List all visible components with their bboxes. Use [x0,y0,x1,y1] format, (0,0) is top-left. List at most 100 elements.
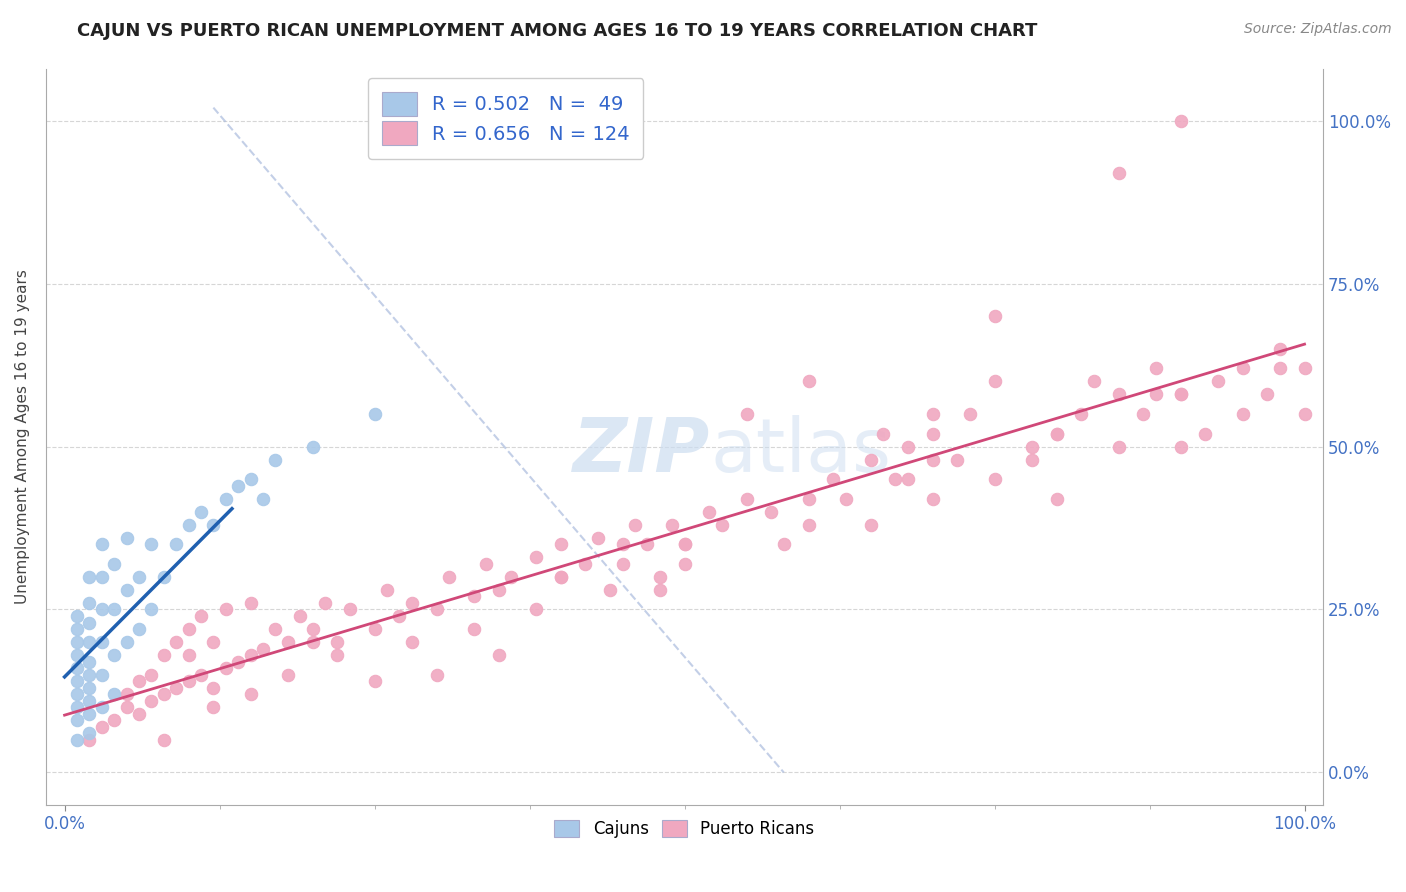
Point [859,452,882,467]
Point [314,596,336,610]
Point [1170,387,1192,401]
Point [103,557,125,571]
Point [673,557,696,571]
Point [66,635,89,649]
Point [79,655,101,669]
Point [66,700,89,714]
Point [141,537,163,551]
Point [1132,407,1154,421]
Point [66,622,89,636]
Point [1294,407,1316,421]
Point [1108,166,1130,180]
Point [1045,491,1067,506]
Point [1170,113,1192,128]
Point [128,706,150,721]
Point [141,694,163,708]
Point [612,537,634,551]
Point [115,687,138,701]
Point [586,531,609,545]
Point [983,472,1005,486]
Point [90,700,112,714]
Point [66,674,89,689]
Point [252,491,274,506]
Point [115,635,138,649]
Point [772,537,794,551]
Point [437,570,460,584]
Point [152,732,174,747]
Point [115,582,138,597]
Point [488,648,510,662]
Point [425,667,447,681]
Point [177,517,200,532]
Point [897,440,920,454]
Point [79,681,101,695]
Point [301,635,323,649]
Text: CAJUN VS PUERTO RICAN UNEMPLOYMENT AMONG AGES 16 TO 19 YEARS CORRELATION CHART: CAJUN VS PUERTO RICAN UNEMPLOYMENT AMONG… [77,22,1038,40]
Point [79,570,101,584]
Point [202,635,225,649]
Point [884,472,907,486]
Point [239,648,262,662]
Point [226,478,249,492]
Text: ZIP: ZIP [572,415,710,488]
Point [636,537,658,551]
Point [921,452,943,467]
Point [463,590,485,604]
Point [277,667,299,681]
Point [1206,375,1229,389]
Point [190,609,212,624]
Point [103,687,125,701]
Point [983,375,1005,389]
Point [375,582,398,597]
Point [301,440,323,454]
Point [239,472,262,486]
Point [1232,361,1254,376]
Point [1144,387,1167,401]
Point [363,622,385,636]
Point [339,602,361,616]
Point [761,505,783,519]
Point [1232,407,1254,421]
Point [524,550,547,565]
Point [401,596,423,610]
Point [1045,426,1067,441]
Point [277,635,299,649]
Point [115,700,138,714]
Point [79,694,101,708]
Point [624,517,647,532]
Point [66,687,89,701]
Point [90,537,112,551]
Point [524,602,547,616]
Point [872,426,894,441]
Point [177,622,200,636]
Point [79,706,101,721]
Point [202,700,225,714]
Text: atlas: atlas [710,415,891,488]
Point [128,570,150,584]
Point [797,375,820,389]
Point [488,582,510,597]
Point [239,596,262,610]
Point [475,557,498,571]
Point [152,687,174,701]
Point [226,655,249,669]
Point [1045,426,1067,441]
Point [673,537,696,551]
Point [141,602,163,616]
Point [363,407,385,421]
Point [79,615,101,630]
Point [79,667,101,681]
Point [1021,452,1043,467]
Point [1083,375,1105,389]
Point [90,635,112,649]
Point [946,452,969,467]
Point [612,557,634,571]
Point [823,472,845,486]
Point [79,596,101,610]
Point [190,505,212,519]
Point [859,517,882,532]
Point [735,491,758,506]
Point [115,531,138,545]
Point [165,537,187,551]
Point [599,582,621,597]
